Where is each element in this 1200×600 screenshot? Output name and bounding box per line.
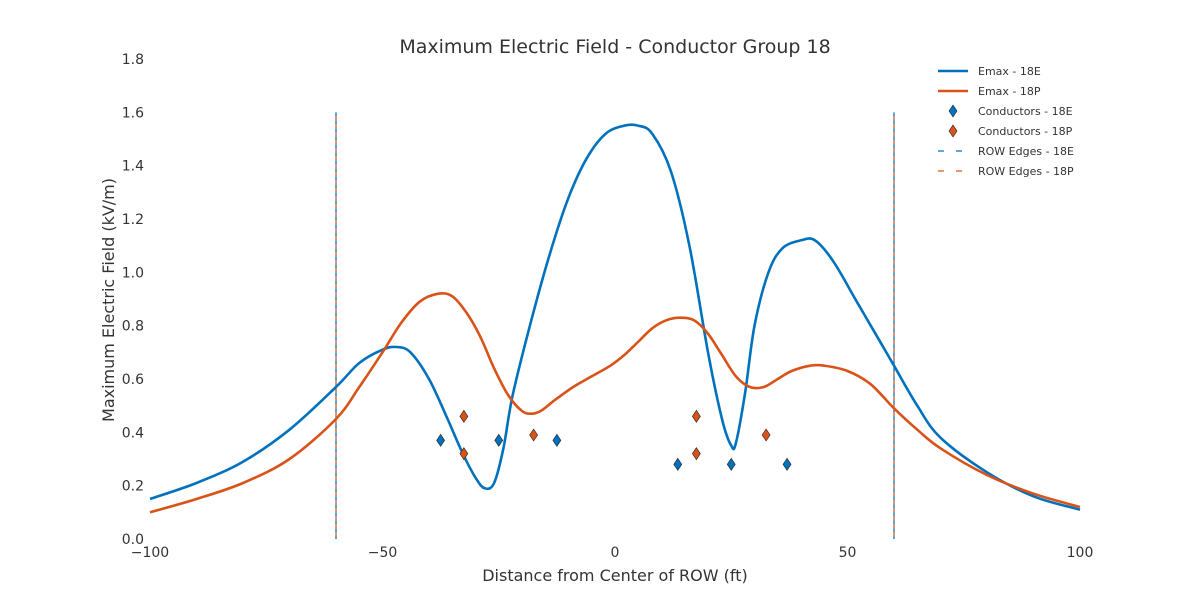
legend-swatch-marker — [948, 104, 958, 118]
conductor-marker-conductors-18e — [726, 457, 736, 471]
conductor-marker-conductors-18p — [692, 447, 701, 461]
legend-label: Conductors - 18P — [978, 125, 1073, 138]
conductor-marker-conductors-18p — [692, 409, 701, 423]
conductor-marker-conductors-18p — [529, 428, 538, 442]
conductor-markers — [436, 409, 792, 471]
legend-label: ROW Edges - 18P — [978, 165, 1074, 178]
legend-label: ROW Edges - 18E — [978, 145, 1074, 158]
y-tick-label: 1.8 — [122, 52, 144, 68]
legend: Emax - 18E Emax - 18P Conductors - 18E Cond… — [938, 65, 1074, 178]
conductor-marker-conductors-18p — [459, 409, 469, 423]
conductor-marker-conductors-18e — [552, 433, 562, 447]
legend-label: Emax - 18P — [978, 85, 1041, 98]
y-tick-label: 1.2 — [122, 212, 144, 228]
x-tick-label: −100 — [131, 545, 169, 561]
conductor-marker-conductors-18e — [494, 433, 504, 447]
y-tick-label: 0.8 — [122, 319, 144, 335]
series-line-emax-18p — [149, 291, 1081, 514]
conductor-marker-conductors-18p — [459, 447, 469, 461]
x-tick-label: 50 — [839, 545, 857, 561]
conductor-marker-conductors-18e — [673, 457, 683, 471]
x-tick-labels: −100 −50 0 50 100 — [131, 545, 1094, 561]
conductor-marker-conductors-18e — [782, 457, 792, 471]
y-tick-label: 0.2 — [122, 479, 144, 495]
y-axis-label: Maximum Electric Field (kV/m) — [99, 178, 118, 422]
y-tick-labels: 0.0 0.2 0.4 0.6 0.8 1.0 1.2 1.4 1.6 1.8 — [122, 52, 144, 548]
y-tick-label: 0.4 — [122, 425, 144, 441]
series-line-emax-18e — [149, 123, 1081, 511]
x-tick-label: 0 — [611, 545, 620, 561]
emax-lines — [149, 123, 1081, 514]
row-edge-lines — [335, 112, 895, 539]
legend-swatch-marker — [948, 124, 958, 138]
conductor-marker-conductors-18e — [436, 433, 445, 447]
y-tick-label: 1.4 — [122, 159, 144, 175]
y-tick-label: 0.6 — [122, 372, 144, 388]
y-tick-label: 0.0 — [122, 532, 144, 548]
conductor-marker-conductors-18p — [761, 428, 771, 442]
x-tick-label: −50 — [368, 545, 398, 561]
x-tick-label: 100 — [1067, 545, 1094, 561]
legend-label: Emax - 18E — [978, 65, 1041, 78]
legend-label: Conductors - 18E — [978, 105, 1073, 118]
chart-title: Maximum Electric Field - Conductor Group… — [399, 36, 830, 58]
y-tick-label: 1.0 — [122, 265, 144, 281]
x-axis-label: Distance from Center of ROW (ft) — [482, 566, 748, 585]
y-tick-label: 1.6 — [122, 105, 144, 121]
